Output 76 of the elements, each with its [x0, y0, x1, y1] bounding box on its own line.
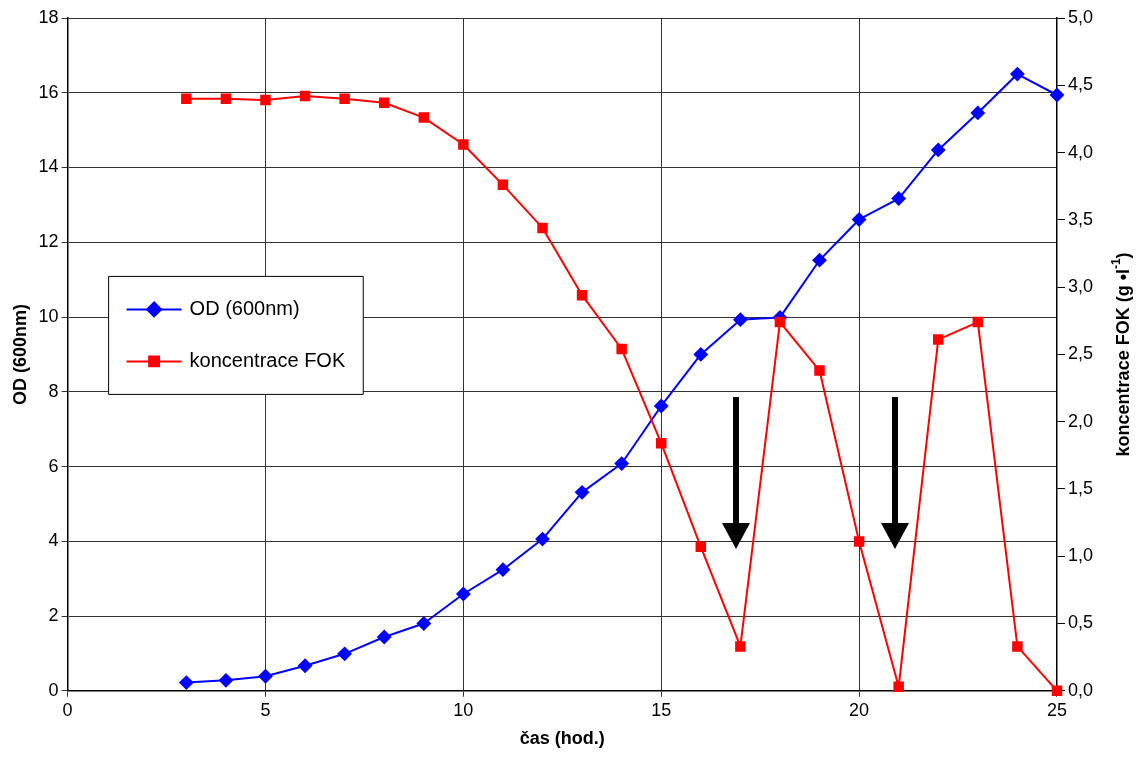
y2-tick-label: 4,5 — [1067, 74, 1094, 95]
point — [495, 562, 510, 577]
legend-label: koncentrace FOK — [189, 348, 346, 371]
point — [893, 681, 904, 693]
point — [458, 139, 469, 150]
y2-tick-label: 1,0 — [1067, 545, 1094, 566]
point — [179, 675, 194, 690]
point — [853, 536, 865, 547]
point — [576, 289, 588, 301]
x-tick-label: 20 — [849, 699, 870, 720]
point — [575, 485, 590, 500]
x-tick-label: 15 — [651, 699, 672, 720]
point — [695, 541, 707, 553]
y2-tick-label: 0,5 — [1067, 612, 1094, 633]
point — [655, 437, 667, 449]
point — [814, 365, 825, 376]
y-tick-label: 6 — [48, 455, 59, 476]
y-tick-label: 12 — [38, 231, 59, 252]
point — [260, 94, 271, 106]
y2-tick-label: 3,0 — [1067, 276, 1094, 297]
y2-tick-label: 5,0 — [1067, 6, 1094, 27]
point — [614, 456, 629, 471]
y2-axis-title: koncentrace FOK (g •l-1) — [1109, 252, 1133, 457]
point — [298, 658, 313, 673]
y-tick-label: 16 — [38, 81, 59, 102]
y-tick-label: 8 — [48, 380, 59, 401]
point — [852, 212, 867, 227]
y-axis-title: OD (600nm) — [9, 303, 30, 405]
y2-tick-label: 0,0 — [1067, 679, 1094, 700]
point — [774, 316, 786, 328]
point — [616, 343, 627, 355]
point — [220, 93, 232, 104]
point — [418, 112, 430, 123]
y-tick-label: 14 — [38, 156, 59, 177]
point — [258, 669, 273, 684]
point — [535, 532, 550, 547]
point — [1012, 641, 1023, 652]
point — [733, 312, 748, 327]
x-axis-title: čas (hod.) — [519, 728, 605, 749]
y2-tick-label: 2,5 — [1067, 343, 1094, 364]
point — [537, 222, 548, 234]
y-tick-label: 18 — [38, 6, 59, 27]
point — [933, 334, 944, 345]
point — [218, 673, 233, 688]
point — [735, 641, 746, 652]
x-tick-label: 0 — [62, 699, 73, 720]
y-tick-label: 10 — [38, 305, 59, 326]
point — [970, 105, 985, 120]
point — [812, 253, 827, 268]
y2-tick-label: 2,0 — [1067, 410, 1094, 431]
y2-tick-label: 3,5 — [1067, 208, 1094, 229]
legend-label: OD (600nm) — [189, 296, 300, 319]
y2-tick-label: 1,5 — [1067, 477, 1094, 498]
point — [972, 316, 984, 328]
point — [337, 646, 352, 661]
point — [654, 398, 669, 413]
point — [181, 93, 192, 104]
y-tick-label: 0 — [48, 679, 59, 700]
x-tick-label: 5 — [260, 699, 271, 720]
point — [891, 191, 906, 206]
point — [339, 93, 350, 104]
point — [378, 97, 390, 109]
point — [377, 629, 392, 644]
y-tick-label: 2 — [48, 605, 59, 626]
x-tick-label: 10 — [453, 699, 474, 720]
point — [1049, 88, 1064, 102]
y2-tick-label: 4,0 — [1067, 141, 1094, 162]
point — [1010, 67, 1025, 82]
point — [299, 90, 311, 102]
point — [497, 179, 509, 191]
point — [693, 347, 708, 362]
x-tick-label: 25 — [1046, 699, 1067, 720]
point — [456, 586, 471, 601]
y-tick-label: 4 — [48, 530, 59, 551]
point — [416, 616, 431, 631]
point — [931, 142, 946, 157]
